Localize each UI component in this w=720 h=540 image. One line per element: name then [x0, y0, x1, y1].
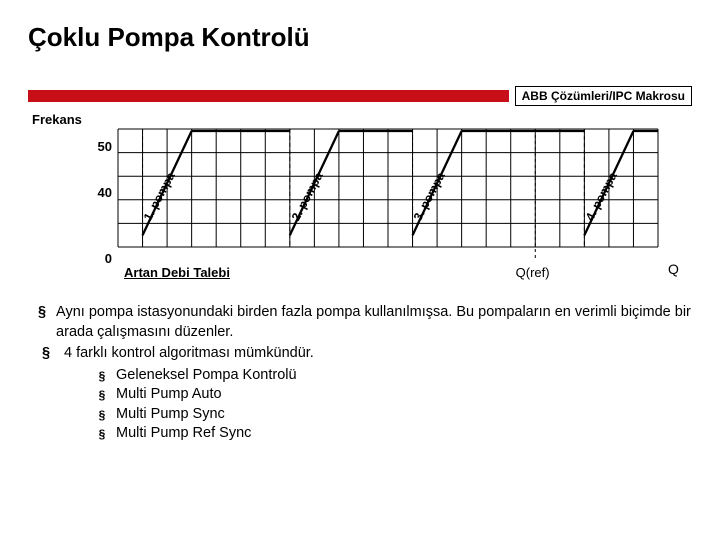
sub-bullet-text: Multi Pump Sync	[116, 405, 225, 425]
bullet-row: §4 farklı kontrol algoritması mümkündür.	[28, 344, 692, 364]
sub-bullet-text: Geleneksel Pompa Kontrolü	[116, 366, 297, 386]
sub-bullet-row: §Geleneksel Pompa Kontrolü	[88, 366, 692, 386]
sub-bullet-marker: §	[88, 366, 116, 386]
sub-bullet-text: Multi Pump Ref Sync	[116, 424, 251, 444]
bullet-text: Aynı pompa istasyonundaki birden fazla p…	[56, 303, 692, 342]
y-tick-label: 50	[88, 139, 112, 154]
bullet-list: §Aynı pompa istasyonundaki birden fazla …	[28, 303, 692, 444]
x-annot-qref: Q(ref)	[516, 265, 550, 280]
sub-bullet-row: §Multi Pump Sync	[88, 405, 692, 425]
sub-bullet-marker: §	[88, 385, 116, 405]
bullet-marker: §	[28, 303, 56, 342]
sub-bullet-text: Multi Pump Auto	[116, 385, 222, 405]
y-tick-label: 0	[88, 251, 112, 266]
bullet-row: §Aynı pompa istasyonundaki birden fazla …	[28, 303, 692, 342]
y-axis-title: Frekans	[32, 112, 82, 127]
chart-svg	[28, 111, 688, 291]
bullet-marker: §	[28, 344, 64, 364]
sub-bullet-row: §Multi Pump Auto	[88, 385, 692, 405]
chart-area: Frekans 504001. pompa2. pompa3. pompa4. …	[28, 111, 688, 291]
x-annot-q: Q	[668, 261, 679, 277]
page-title: Çoklu Pompa Kontrolü	[28, 22, 692, 53]
sub-bullet-marker: §	[88, 405, 116, 425]
header-bar-row: ABB Çözümleri/IPC Makrosu	[28, 87, 692, 105]
sub-bullet-list: §Geleneksel Pompa Kontrolü§Multi Pump Au…	[88, 366, 692, 444]
y-tick-label: 40	[88, 185, 112, 200]
badge: ABB Çözümleri/IPC Makrosu	[515, 86, 692, 106]
sub-bullet-row: §Multi Pump Ref Sync	[88, 424, 692, 444]
red-bar	[28, 90, 509, 102]
x-annot-artan: Artan Debi Talebi	[124, 265, 230, 280]
sub-bullet-marker: §	[88, 424, 116, 444]
bullet-text: 4 farklı kontrol algoritması mümkündür.	[64, 344, 314, 364]
